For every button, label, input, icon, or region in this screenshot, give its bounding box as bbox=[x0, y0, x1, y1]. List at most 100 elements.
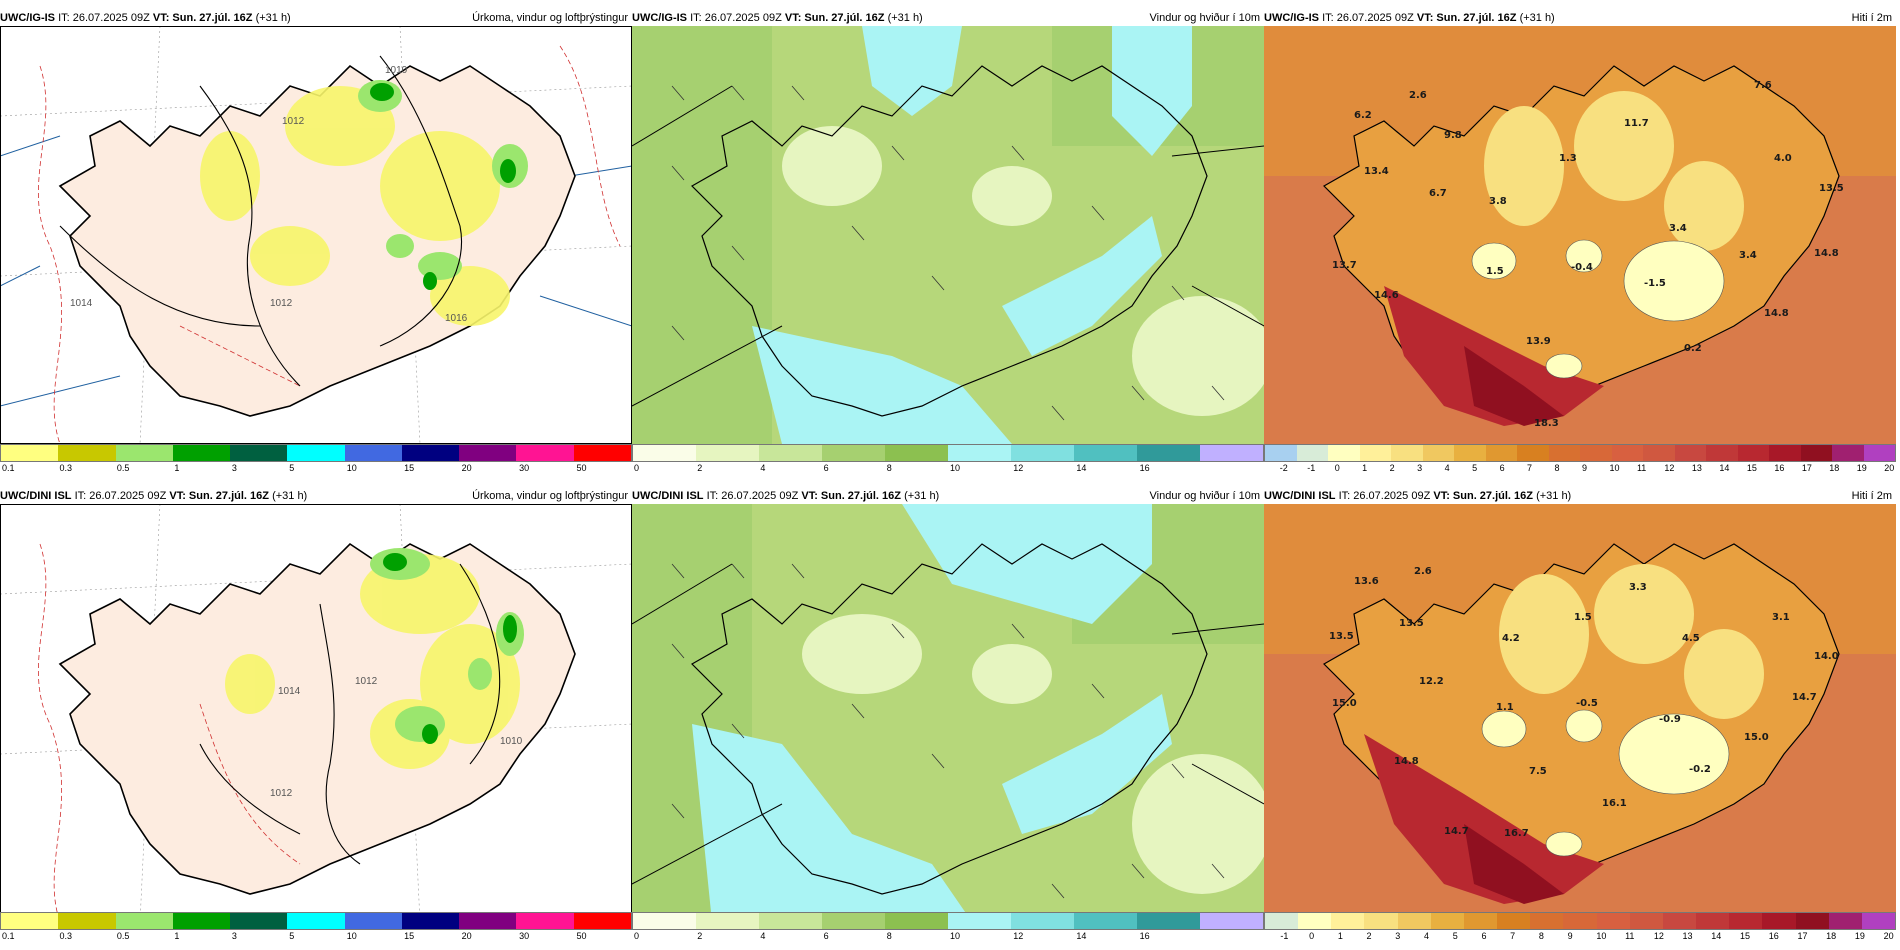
legend-label: 16 bbox=[1768, 931, 1779, 941]
legend-swatch bbox=[1359, 445, 1391, 461]
legend-label: 14 bbox=[1719, 463, 1730, 473]
legend-swatch bbox=[1800, 445, 1832, 461]
legend-swatch bbox=[948, 445, 1011, 461]
temp-value: 3.4 bbox=[1739, 250, 1757, 261]
legend-swatch bbox=[1795, 913, 1829, 929]
panel-header: UWC/IG-IS IT: 26.07.2025 09Z VT: Sun. 27… bbox=[0, 10, 632, 26]
legend-label: 2 bbox=[697, 931, 703, 941]
temp-value: 13.4 bbox=[1364, 166, 1389, 177]
temp-value: 7.5 bbox=[1529, 766, 1547, 777]
legend-label: 16 bbox=[1774, 463, 1785, 473]
init-time: IT: 26.07.2025 09Z bbox=[74, 490, 167, 502]
temp-value: 9.8 bbox=[1444, 130, 1462, 141]
legend-label: 5 bbox=[1452, 931, 1458, 941]
legend-swatch bbox=[1548, 445, 1580, 461]
legend-swatch bbox=[1265, 913, 1299, 929]
init-time: IT: 26.07.2025 09Z bbox=[1338, 490, 1431, 502]
legend-swatch bbox=[1828, 913, 1862, 929]
legend-swatch bbox=[1611, 445, 1643, 461]
legend-swatch bbox=[230, 913, 288, 929]
legend-swatch bbox=[1296, 445, 1328, 461]
field-name: Úrkoma, vindur og loftþrýstingur bbox=[472, 490, 628, 502]
legend-label: 50 bbox=[576, 463, 587, 473]
temp-value: 3.8 bbox=[1489, 196, 1507, 207]
temp-value: 3.1 bbox=[1772, 612, 1790, 623]
temp-value: 7.6 bbox=[1754, 80, 1772, 91]
precip-map[interactable]: 1014 1012 1012 1010 bbox=[0, 504, 632, 922]
legend-swatch bbox=[1074, 913, 1137, 929]
isobar-label: 1012 bbox=[270, 788, 293, 799]
isobar-label: 1012 bbox=[355, 676, 378, 687]
lead-time: (+31 h) bbox=[1519, 12, 1555, 24]
legend-label: 19 bbox=[1856, 463, 1867, 473]
legend-swatch bbox=[1563, 913, 1597, 929]
legend-swatch bbox=[822, 913, 885, 929]
legend-swatch bbox=[573, 445, 631, 461]
temp-map[interactable]: 6.2 2.6 7.6 9.8 11.7 13.4 1.3 4.0 6.7 3.… bbox=[1264, 26, 1896, 444]
wind-map[interactable] bbox=[632, 26, 1264, 444]
model-name: UWC/DINI ISL bbox=[0, 490, 72, 502]
legend-label: 14 bbox=[1076, 463, 1087, 473]
legend-label: 17 bbox=[1801, 463, 1812, 473]
legend-swatch bbox=[287, 445, 345, 461]
temp-value: 13.5 bbox=[1329, 631, 1354, 642]
temp-value: -1.5 bbox=[1644, 278, 1666, 289]
lead-time: (+31 h) bbox=[1536, 490, 1572, 502]
panel-header: UWC/DINI ISL IT: 26.07.2025 09Z VT: Sun.… bbox=[0, 488, 632, 504]
legend-swatch bbox=[1737, 445, 1769, 461]
temp-value: 3.3 bbox=[1629, 582, 1647, 593]
legend-swatch bbox=[1497, 913, 1531, 929]
temp-value: 13.5 bbox=[1399, 618, 1424, 629]
isobar-label: 1016 bbox=[445, 313, 468, 324]
legend-swatch bbox=[1863, 445, 1895, 461]
temp-value: 14.7 bbox=[1792, 692, 1817, 703]
valid-time: VT: Sun. 27.júl. 16Z bbox=[1433, 490, 1533, 502]
temp-value: 13.6 bbox=[1354, 576, 1379, 587]
legend-label: 15 bbox=[1740, 931, 1751, 941]
legend-label: 13 bbox=[1682, 931, 1693, 941]
wind-map[interactable] bbox=[632, 504, 1264, 922]
legend-label: 0.3 bbox=[59, 931, 72, 941]
legend-swatch bbox=[230, 445, 288, 461]
lead-time: (+31 h) bbox=[255, 12, 291, 24]
legend-label: 7 bbox=[1510, 931, 1516, 941]
legend-swatch bbox=[1137, 913, 1200, 929]
wind-legend: 0 2 4 6 8 10 12 14 16 bbox=[632, 912, 1264, 943]
legend-swatch bbox=[287, 913, 345, 929]
precip-map[interactable]: 1010 1012 1014 1012 1016 bbox=[0, 26, 632, 444]
panel-ig-precip: UWC/IG-IS IT: 26.07.2025 09Z VT: Sun. 27… bbox=[0, 10, 632, 476]
valid-time: VT: Sun. 27.júl. 16Z bbox=[169, 490, 269, 502]
legend-label: -2 bbox=[1279, 463, 1288, 473]
legend-label: 20 bbox=[461, 463, 472, 473]
legend-swatch bbox=[1, 913, 59, 929]
legend-label: 5 bbox=[1472, 463, 1478, 473]
temp-value: 12.2 bbox=[1419, 676, 1444, 687]
legend-label: 8 bbox=[1554, 463, 1560, 473]
legend-swatch bbox=[1530, 913, 1564, 929]
legend-label: 20 bbox=[1883, 931, 1894, 941]
temp-map[interactable]: 2.6 13.6 3.3 1.5 3.1 13.5 13.5 4.2 4.5 1… bbox=[1264, 504, 1896, 922]
legend-label: 0.5 bbox=[116, 463, 130, 473]
legend-label: 8 bbox=[886, 931, 892, 941]
temp-value: -0.5 bbox=[1576, 698, 1598, 709]
legend-label: 10 bbox=[1609, 463, 1620, 473]
temp-value: 4.5 bbox=[1682, 633, 1700, 644]
temp-value: 15.0 bbox=[1332, 698, 1357, 709]
valid-time: VT: Sun. 27.júl. 16Z bbox=[801, 490, 901, 502]
temp-value: 14.6 bbox=[1374, 290, 1399, 301]
legend-label: 11 bbox=[1636, 463, 1647, 473]
panel-header: UWC/IG-IS IT: 26.07.2025 09Z VT: Sun. 27… bbox=[632, 10, 1264, 26]
legend-label: 12 bbox=[1013, 931, 1024, 941]
legend-swatches bbox=[0, 444, 632, 462]
legend-label: -1 bbox=[1280, 931, 1289, 941]
field-name: Vindur og hviður í 10m bbox=[1149, 12, 1260, 24]
legend-labels: -1 0 1 2 3 4 5 6 7 8 9 10 11 12 13 14 15 16 17 18 19 20 bbox=[1264, 930, 1896, 943]
legend-label: 3 bbox=[231, 931, 237, 941]
model-name: UWC/IG-IS bbox=[1264, 12, 1319, 24]
legend-swatch bbox=[1861, 913, 1895, 929]
isobar-label: 1012 bbox=[282, 116, 305, 127]
legend-label: 0.1 bbox=[2, 931, 15, 941]
legend-label: 19 bbox=[1854, 931, 1865, 941]
legend-label: 9 bbox=[1567, 931, 1573, 941]
temp-legend: -2 -1 0 1 2 3 4 5 6 7 8 9 10 11 12 13 14 15 16 17 18 19 20 bbox=[1264, 444, 1896, 475]
